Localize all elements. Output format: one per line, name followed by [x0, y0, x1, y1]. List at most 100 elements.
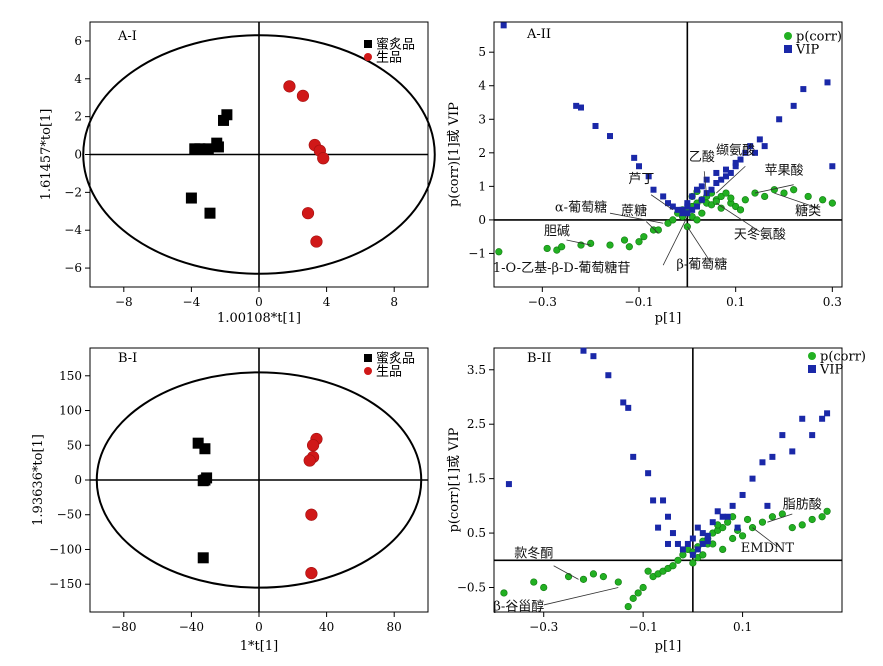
legend-marker — [784, 45, 792, 53]
annotation-leader — [754, 184, 794, 194]
data-point — [761, 143, 768, 150]
data-point — [679, 546, 686, 553]
data-point — [723, 173, 729, 180]
data-point — [669, 562, 677, 570]
data-point — [798, 521, 806, 529]
panel-b-i: −80 −40 0 40 80 −150 −100 −50 0 50 100 150 1*t[1] 1.9… — [31, 347, 429, 654]
data-point — [776, 116, 783, 123]
data-point — [625, 243, 633, 251]
data-point — [739, 491, 746, 498]
data-point — [296, 89, 310, 102]
data-point — [689, 551, 696, 558]
annotation-leader — [566, 239, 591, 246]
data-point — [620, 399, 627, 406]
data-point — [732, 163, 739, 170]
data-point — [679, 206, 686, 213]
data-point — [769, 453, 776, 460]
data-point — [655, 524, 662, 531]
x-tick-label: 0.1 — [726, 295, 745, 309]
data-point — [580, 347, 587, 354]
y-tick-label: −2 — [64, 185, 82, 199]
data-point — [732, 159, 739, 166]
y-tick-label: 2.5 — [467, 417, 486, 431]
legend-marker — [364, 53, 372, 61]
data-point — [202, 143, 214, 155]
x-axis-label: p[1] — [655, 639, 682, 654]
annotation-label: 胆碱 — [544, 224, 570, 239]
data-point — [704, 532, 711, 539]
y-tick-label: 0 — [74, 148, 82, 162]
data-point — [749, 475, 756, 482]
data-point — [799, 415, 806, 422]
annotation-leader — [553, 565, 579, 580]
data-point — [630, 453, 637, 460]
annotation-leader — [716, 165, 746, 194]
data-point — [824, 410, 831, 417]
y-tick-label: 0 — [478, 213, 486, 227]
x-tick-label: −40 — [179, 620, 204, 634]
data-point — [713, 169, 720, 176]
x-tick-label: −4 — [183, 295, 201, 309]
plot-frame — [493, 347, 843, 613]
legend-label: 蜜炙品 — [376, 38, 415, 53]
data-point — [829, 163, 836, 170]
data-point — [703, 176, 710, 183]
data-point — [742, 149, 749, 156]
data-point — [592, 122, 599, 129]
data-point — [698, 209, 706, 217]
legend-label: VIP — [819, 363, 844, 378]
data-point — [694, 546, 701, 553]
x-tick-label: 80 — [387, 620, 402, 634]
y-tick-label: −4 — [64, 223, 82, 237]
data-point — [694, 186, 700, 193]
data-point — [606, 241, 614, 249]
data-point — [669, 530, 676, 537]
data-point — [818, 513, 826, 521]
data-point — [543, 244, 551, 253]
data-point — [654, 226, 662, 234]
data-point — [790, 186, 798, 194]
data-point — [310, 235, 323, 248]
data-point — [779, 432, 786, 439]
data-point — [631, 154, 638, 161]
x-tick-label: 0 — [255, 295, 263, 309]
data-point — [719, 513, 726, 520]
data-point — [194, 143, 206, 155]
y-tick-label: 2 — [478, 146, 486, 160]
data-point — [698, 196, 705, 203]
series-0 — [500, 507, 831, 611]
x-axis-label: 1.00108*t[1] — [217, 311, 301, 326]
data-point — [306, 439, 320, 452]
data-point — [650, 186, 657, 193]
data-point — [708, 186, 715, 193]
data-point — [669, 216, 677, 224]
data-point — [768, 513, 777, 521]
legend-marker — [364, 367, 372, 375]
annotation-leader — [645, 221, 659, 234]
x-tick-label: −8 — [115, 295, 133, 309]
data-point — [709, 519, 716, 526]
legend-label: VIP — [795, 43, 820, 58]
data-point — [689, 206, 696, 213]
annotation-label: 芦丁 — [628, 172, 654, 187]
data-point — [625, 404, 632, 411]
data-point — [727, 169, 734, 176]
data-point — [823, 507, 831, 515]
data-point — [553, 246, 561, 254]
data-point — [211, 137, 223, 149]
data-point — [764, 502, 771, 509]
x-tick-label: 8 — [390, 295, 398, 309]
panel-b-ii: −0.3 −0.1 0.1 −0.5 0.5 1.5 2.5 3.5 p[1] p(corr)[1… — [447, 347, 866, 654]
annotation-leader — [774, 192, 818, 209]
data-point — [500, 589, 508, 597]
legend-marker — [364, 40, 372, 48]
y-tick-label: 4 — [74, 72, 82, 86]
data-point — [301, 207, 315, 220]
data-point — [192, 437, 204, 449]
data-point — [664, 219, 672, 227]
legend: p(corr)VIP — [808, 350, 866, 378]
annotation-label: 款冬酮 — [514, 546, 553, 562]
data-point — [718, 176, 725, 183]
annotation-label: EMDNT — [741, 541, 795, 556]
y-tick-label: −0.5 — [457, 581, 486, 595]
